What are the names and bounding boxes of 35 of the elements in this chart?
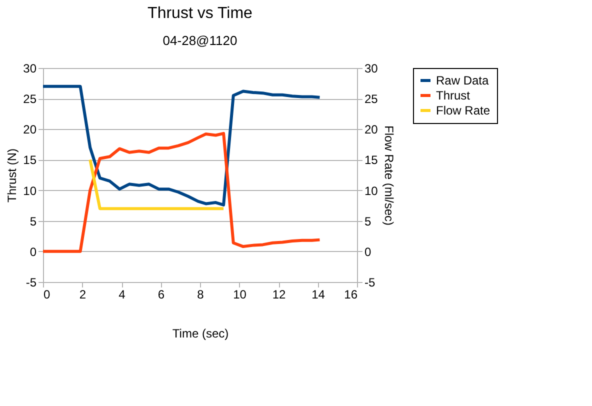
- y-tick-label: 10: [23, 184, 37, 198]
- legend-label: Raw Data: [436, 74, 490, 88]
- x-tick-label: 8: [197, 288, 204, 302]
- y-tick-label: 30: [23, 62, 37, 76]
- y2-axis-title: Flow Rate (ml/sec): [382, 125, 396, 226]
- x-tick-label: 14: [312, 288, 326, 302]
- y2-tick-label: 20: [364, 122, 378, 137]
- x-axis-title: Time (sec): [172, 326, 229, 340]
- y2-tick-label: 30: [364, 62, 378, 76]
- x-tick-label: 12: [272, 288, 286, 302]
- y-axis-title: Thrust (N): [5, 148, 20, 202]
- y-tick-label: 5: [30, 214, 37, 228]
- y-tick-label: -5: [26, 276, 37, 290]
- y-tick-label: 15: [23, 153, 37, 168]
- x-tick-label: 16: [344, 288, 358, 302]
- y-tick-label: 25: [23, 92, 37, 106]
- line-series: [42, 84, 322, 206]
- legend-label: Thrust: [436, 88, 471, 102]
- y2-tick-label: 15: [364, 153, 378, 168]
- y-tick-label: 20: [23, 122, 37, 137]
- x-tick-label: 4: [118, 288, 126, 302]
- line-series: [42, 132, 322, 253]
- y2-tick-label: 0: [364, 244, 372, 259]
- y2-tick-label: 10: [364, 184, 378, 198]
- chart-title: Thrust vs Time: [148, 5, 253, 22]
- y-tick-label: 0: [30, 244, 37, 259]
- y2-tick-label: 25: [364, 92, 378, 106]
- chart-subtitle: 04-28@1120: [162, 33, 238, 48]
- y2-tick-label: -5: [364, 276, 376, 290]
- y2-tick-label: 5: [364, 214, 372, 228]
- x-tick-label: 6: [158, 288, 165, 302]
- legend-label: Flow Rate: [436, 104, 490, 118]
- x-tick-label: 0: [44, 288, 50, 302]
- x-tick-label: 10: [233, 288, 247, 302]
- x-tick-label: 2: [79, 288, 86, 302]
